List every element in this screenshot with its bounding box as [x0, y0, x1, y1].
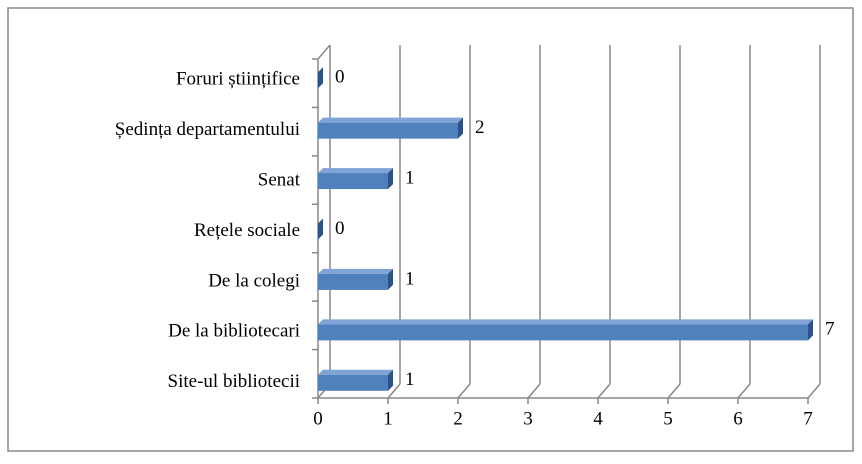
x-tick-label: 5: [663, 408, 673, 429]
bar-top: [318, 168, 393, 174]
category-label: De la colegi: [208, 270, 300, 291]
axis-wall: [317, 44, 331, 60]
bar-side: [808, 319, 813, 341]
value-label: 1: [405, 268, 415, 289]
x-tick-label: 1: [383, 408, 393, 429]
bar: [318, 173, 388, 190]
x-tick-label: 3: [523, 408, 533, 429]
value-label: 1: [405, 369, 415, 390]
bar: [318, 273, 388, 290]
bar-top: [318, 117, 463, 123]
x-tick-label: 0: [313, 408, 323, 429]
value-label: 0: [335, 67, 345, 88]
bar: [318, 324, 808, 341]
grid-line: [457, 383, 471, 399]
bar: [318, 122, 458, 139]
category-label: De la bibliotecari: [168, 321, 300, 342]
bar-top: [318, 369, 393, 375]
bar-top: [318, 319, 813, 325]
bar-side: [388, 168, 393, 190]
bar-side: [458, 117, 463, 139]
grid-line: [387, 383, 401, 399]
value-label: 1: [405, 167, 415, 188]
x-tick-label: 2: [453, 408, 463, 429]
bar-top: [318, 268, 393, 274]
x-tick-label: 7: [803, 408, 813, 429]
bar: [318, 374, 388, 391]
chart-frame: [7, 7, 854, 452]
bar-side: [388, 268, 393, 290]
grid-line: [527, 383, 541, 399]
category-label: Ședința departamentului: [115, 119, 300, 140]
value-label: 7: [825, 319, 835, 340]
x-tick-label: 6: [733, 408, 743, 429]
bar-side: [318, 218, 323, 240]
x-tick-label: 4: [593, 408, 603, 429]
grid-line: [807, 383, 821, 399]
category-label: Rețele sociale: [194, 220, 300, 241]
bar-side: [388, 369, 393, 391]
grid-line: [667, 383, 681, 399]
grid-line: [737, 383, 751, 399]
grid-line: [597, 383, 611, 399]
bar-side: [318, 67, 323, 89]
value-label: 2: [475, 117, 485, 138]
value-label: 0: [335, 218, 345, 239]
category-label: Senat: [258, 169, 301, 190]
category-label: Site-ul bibliotecii: [168, 371, 300, 392]
category-label: Foruri științifice: [176, 69, 300, 90]
